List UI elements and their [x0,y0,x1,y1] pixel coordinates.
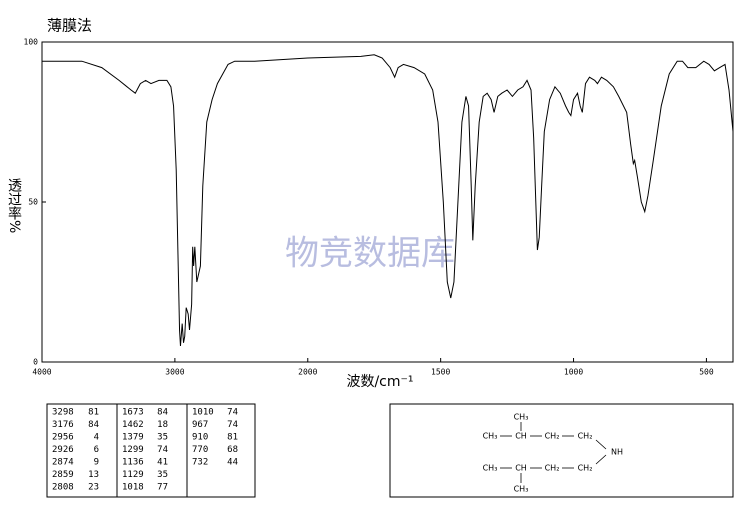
y-axis-label: 透过率% [6,178,22,233]
structure-bonds [500,422,607,483]
x-tick-label: 2000 [298,368,317,377]
y-tick-label: 50 [28,198,38,207]
peak-wavenumber: 2808 [52,483,74,493]
peak-transmittance: 44 [227,458,238,468]
peak-wavenumber: 3176 [52,420,74,430]
peak-wavenumber: 1010 [192,408,214,418]
peak-wavenumber: 2859 [52,470,74,480]
peak-wavenumber: 967 [192,420,208,430]
peak-table-frame [46,403,256,498]
peak-transmittance: 84 [157,408,168,418]
peak-wavenumber: 1379 [122,433,144,443]
peak-transmittance: 35 [157,433,168,443]
atom: CH₃ [514,413,529,422]
peak-transmittance: 13 [88,470,99,480]
plot-frame [41,41,734,363]
atom: NH [611,448,623,457]
peak-transmittance: 9 [94,458,99,468]
peak-transmittance: 77 [157,483,168,493]
peak-wavenumber: 1299 [122,445,144,455]
spectrum-line [42,54,734,347]
peak-transmittance: 74 [227,408,238,418]
peak-transmittance: 41 [157,458,168,468]
peak-wavenumber: 732 [192,458,208,468]
peak-transmittance: 6 [94,445,99,455]
peak-wavenumber: 2874 [52,458,74,468]
peak-wavenumber: 910 [192,433,208,443]
atom: CH [515,432,527,441]
atom: CH₃ [483,432,498,441]
peak-wavenumber: 1462 [122,420,144,430]
atom: CH₂ [578,464,593,473]
y-tick-label: 100 [24,38,39,47]
x-tick-label: 4000 [32,368,51,377]
x-tick-label: 1500 [431,368,450,377]
peak-transmittance: 74 [157,445,168,455]
atom: CH₃ [514,485,529,494]
peak-transmittance: 68 [227,445,238,455]
x-tick-label: 500 [699,368,714,377]
peak-wavenumber: 1129 [122,470,144,480]
peak-transmittance: 74 [227,420,238,430]
peak-wavenumber: 2956 [52,433,74,443]
peak-wavenumber: 3298 [52,408,74,418]
x-tick-label: 1000 [564,368,583,377]
peak-transmittance: 35 [157,470,168,480]
peak-transmittance: 84 [88,420,99,430]
atom: CH₂ [578,432,593,441]
peak-wavenumber: 1018 [122,483,144,493]
atom: CH [515,464,527,473]
peak-wavenumber: 2926 [52,445,74,455]
structure-frame [389,403,734,498]
peak-wavenumber: 770 [192,445,208,455]
peak-transmittance: 81 [227,433,238,443]
peak-transmittance: 23 [88,483,99,493]
peak-transmittance: 81 [88,408,99,418]
peak-wavenumber: 1136 [122,458,144,468]
atom: CH₃ [483,464,498,473]
y-tick-label: 0 [33,358,38,367]
atom: CH₂ [545,464,560,473]
peak-wavenumber: 1673 [122,408,144,418]
watermark: 物竞数据库 [285,234,455,274]
peak-transmittance: 18 [157,420,168,430]
peak-transmittance: 4 [94,433,99,443]
chart-title: 薄膜法 [47,17,92,35]
x-tick-label: 3000 [165,368,184,377]
atom: CH₂ [545,432,560,441]
x-axis-label: 波数/cm⁻¹ [346,374,413,390]
